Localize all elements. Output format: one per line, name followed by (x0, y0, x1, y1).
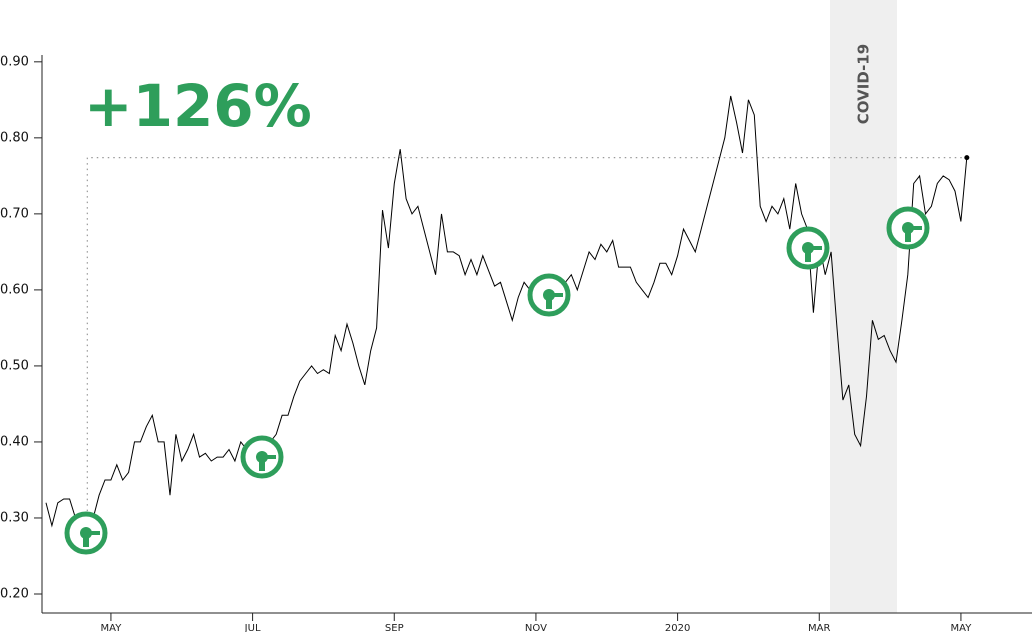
x-tick-label: JUL (244, 623, 261, 632)
x-tick-label: NOV (525, 623, 547, 632)
y-tick-label: 0.30 (0, 510, 29, 525)
line (45, 95, 968, 535)
icons (67, 209, 927, 552)
y-tick-label: 0.90 (0, 54, 29, 69)
y-tick-label: 0.60 (0, 282, 29, 297)
logo-icon (889, 209, 927, 247)
x-tick-label: MAY (101, 623, 123, 632)
headline: +126% (84, 72, 312, 140)
logo-icon (530, 276, 568, 314)
logo-icon (789, 229, 827, 267)
x-tick-label: 2020 (665, 623, 690, 632)
y-tick-label: 0.70 (0, 206, 29, 221)
logo-icon (243, 438, 281, 476)
y-tick-label: 0.20 (0, 586, 29, 601)
annotation: COVID-19 (855, 44, 873, 124)
end-point (964, 155, 970, 161)
y-tick-label: 0.50 (0, 358, 29, 373)
x-tick-label: MAR (808, 623, 830, 632)
covid-band (830, 0, 897, 613)
x-tick-label: SEP (385, 623, 404, 632)
logo-icon (67, 514, 105, 552)
y-tick-label: 0.40 (0, 434, 29, 449)
x-tick-label: MAY (951, 623, 973, 632)
y-tick-label: 0.80 (0, 130, 29, 145)
